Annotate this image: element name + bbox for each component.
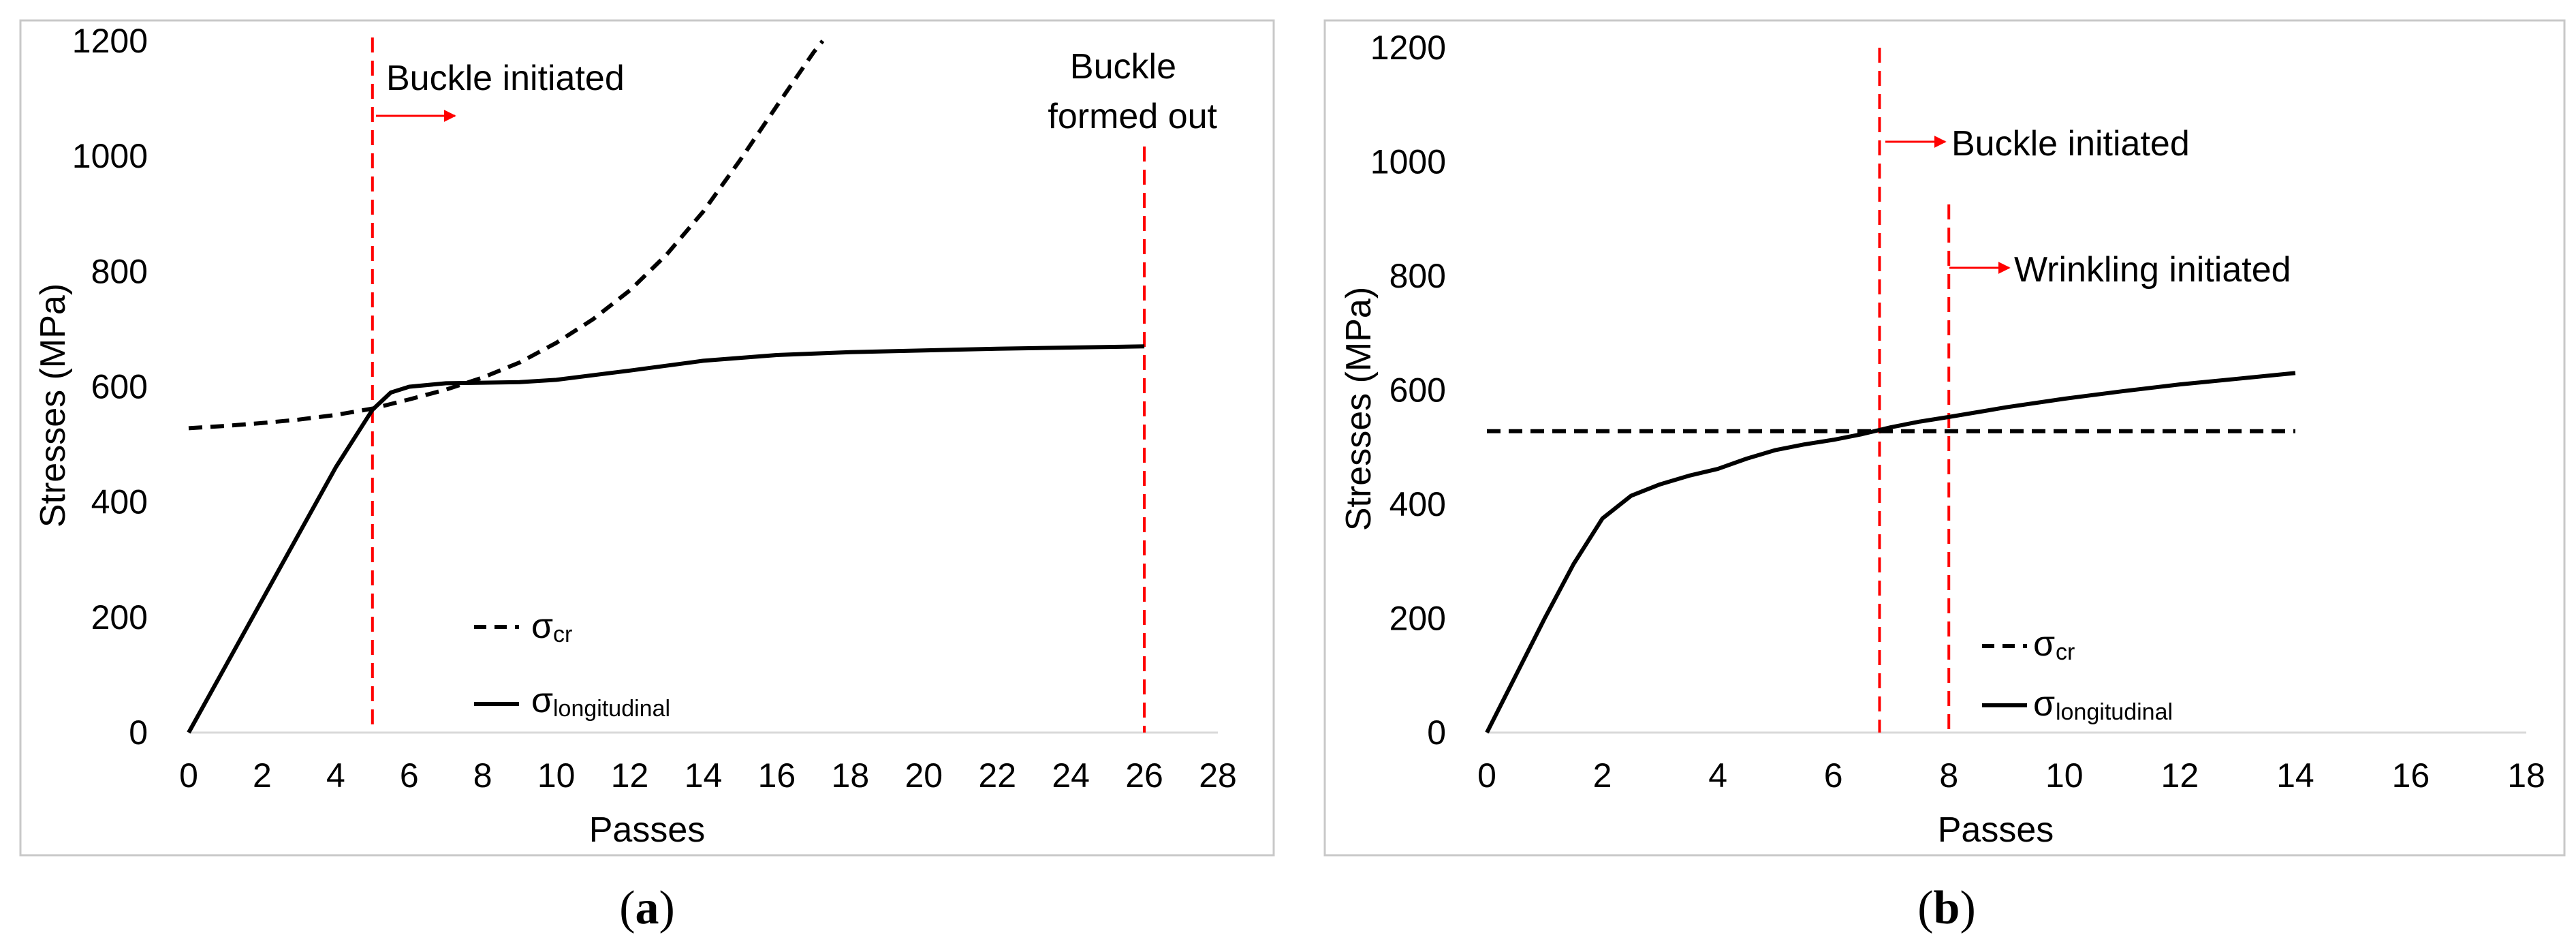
y-tick-label: 200	[1389, 600, 1446, 638]
panel-a-annotation-buckle: Buckle	[1070, 47, 1176, 87]
x-tick-label: 10	[2045, 756, 2084, 795]
x-tick-label: 18	[2507, 756, 2545, 795]
x-tick-label: 10	[537, 756, 576, 795]
legend-sigma-cr-subscript: cr	[2056, 639, 2075, 665]
panel-a-marker-lines	[371, 37, 1146, 733]
chart-panel-b: 0 2 4 6 8 10 12 14 16 18 0 200 400 600 800 1000 1200 Pa…	[1323, 19, 2566, 857]
x-tick-label: 20	[905, 756, 943, 795]
sigma-longitudinal-series-line	[187, 344, 1145, 734]
x-tick-label: 14	[685, 756, 723, 795]
panel-a-y-tick-labels: 0 200 400 600 800 1000 1200	[72, 22, 148, 752]
panel-b-series	[1485, 371, 2296, 734]
x-tick-label: 0	[1477, 756, 1496, 795]
y-tick-label: 1200	[72, 22, 148, 60]
y-tick-label: 600	[91, 368, 148, 406]
y-tick-label: 1000	[1370, 143, 1446, 181]
panel-b-legend: σ cr σ longitudinal	[1982, 624, 2173, 725]
panel-a-x-axis-title: Passes	[589, 810, 706, 850]
panel-a-annotation-formed-out: formed out	[1048, 97, 1217, 136]
legend-sigma-longitudinal-symbol: σ	[531, 681, 553, 720]
legend-sigma-cr-symbol: σ	[531, 606, 553, 646]
panel-b-y-tick-labels: 0 200 400 600 800 1000 1200	[1370, 29, 1446, 752]
caption-a: (a)	[619, 882, 675, 934]
x-tick-label: 2	[1593, 756, 1612, 795]
x-tick-label: 12	[611, 756, 649, 795]
panel-b-y-axis-title: Stresses (MPa)	[1339, 287, 1379, 531]
x-tick-label: 4	[326, 756, 345, 795]
y-tick-label: 1000	[72, 137, 148, 175]
x-tick-label: 6	[400, 756, 419, 795]
x-tick-label: 26	[1125, 756, 1163, 795]
x-tick-label: 28	[1199, 756, 1237, 795]
legend-sigma-cr-subscript: cr	[553, 621, 572, 647]
panel-a-x-tick-labels: 0 2 4 6 8 10 12 14 16 18 20 22 24 26 28	[179, 756, 1237, 795]
caption-b-text: (b)	[1917, 882, 1976, 934]
x-tick-label: 8	[473, 756, 492, 795]
legend-sigma-longitudinal-subscript: longitudinal	[553, 696, 670, 722]
x-tick-label: 12	[2161, 756, 2199, 795]
caption-b-close: )	[1960, 882, 1975, 934]
x-tick-label: 22	[978, 756, 1016, 795]
x-tick-label: 6	[1824, 756, 1843, 795]
panel-b-frame	[1323, 19, 2566, 857]
x-tick-label: 16	[2392, 756, 2430, 795]
x-tick-label: 8	[1939, 756, 1958, 795]
panel-b-marker-lines	[1878, 48, 1951, 733]
panel-b-annotation-buckle-initiated: Buckle initiated	[1951, 124, 2190, 164]
x-tick-label: 4	[1708, 756, 1727, 795]
chart-panel-a: 0 2 4 6 8 10 12 14 16 18 20 22 24 26 28 02004006008001…	[19, 19, 1275, 857]
panel-a-frame	[19, 19, 1275, 857]
caption-a-open: (	[619, 882, 635, 934]
panel-a-annotation-buckle-initiated: Buckle initiated	[386, 59, 625, 98]
caption-a-close: )	[659, 882, 675, 934]
caption-b-open: (	[1917, 882, 1933, 934]
y-tick-label: 0	[129, 713, 148, 752]
y-tick-label: 1200	[1370, 29, 1446, 67]
legend-sigma-longitudinal-symbol: σ	[2033, 684, 2055, 724]
caption-a-text: (a)	[619, 882, 675, 934]
x-tick-label: 0	[179, 756, 198, 795]
panel-a-legend: σ cr σ longitudinal	[474, 606, 670, 722]
caption-a-letter: a	[635, 882, 659, 934]
y-tick-label: 800	[1389, 257, 1446, 295]
y-tick-label: 400	[1389, 485, 1446, 523]
sigma-longitudinal-series-line	[1485, 371, 2296, 734]
caption-b-letter: b	[1934, 882, 1960, 934]
legend-sigma-cr-symbol: σ	[2033, 624, 2055, 664]
x-tick-label: 24	[1052, 756, 1090, 795]
panel-b-x-axis-title: Passes	[1938, 810, 2054, 850]
legend-sigma-longitudinal-subscript: longitudinal	[2056, 699, 2173, 725]
y-tick-label: 400	[91, 483, 148, 521]
x-tick-label: 16	[758, 756, 796, 795]
x-tick-label: 18	[832, 756, 870, 795]
caption-b: (b)	[1917, 882, 1976, 934]
panel-b-x-tick-labels: 0 2 4 6 8 10 12 14 16 18	[1477, 756, 2545, 795]
y-tick-label: 0	[1427, 713, 1446, 752]
sigma-cr-series-line	[188, 40, 825, 431]
x-tick-label: 14	[2276, 756, 2314, 795]
panel-b-annotation-wrinkling-initiated: Wrinkling initiated	[2014, 250, 2291, 290]
y-tick-label: 800	[91, 252, 148, 290]
y-tick-label: 600	[1389, 371, 1446, 410]
y-tick-label: 200	[91, 598, 148, 636]
panel-a-y-axis-title: Stresses (MPa)	[33, 283, 73, 527]
panel-a-series	[187, 40, 1145, 734]
x-tick-label: 2	[253, 756, 272, 795]
